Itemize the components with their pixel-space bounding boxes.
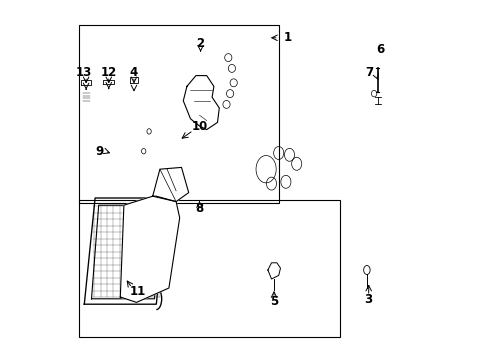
Polygon shape — [120, 196, 179, 302]
Text: 9: 9 — [96, 145, 103, 158]
Ellipse shape — [223, 100, 230, 108]
Ellipse shape — [228, 64, 235, 72]
Text: 2: 2 — [196, 37, 204, 50]
Text: 6: 6 — [376, 43, 384, 56]
Polygon shape — [183, 76, 219, 130]
Text: 13: 13 — [76, 66, 92, 78]
Text: 11: 11 — [129, 285, 145, 298]
Text: 3: 3 — [364, 293, 372, 306]
Ellipse shape — [226, 90, 233, 98]
Text: 10: 10 — [191, 120, 207, 133]
Text: 5: 5 — [269, 295, 278, 308]
Text: 8: 8 — [195, 202, 203, 215]
Text: 1: 1 — [283, 31, 291, 44]
Text: 4: 4 — [130, 66, 138, 78]
Polygon shape — [152, 167, 188, 202]
Text: 7: 7 — [365, 66, 373, 78]
Polygon shape — [267, 263, 280, 279]
Ellipse shape — [230, 79, 237, 87]
Bar — [79, 200, 339, 337]
Ellipse shape — [224, 54, 231, 62]
Bar — [79, 25, 278, 203]
Text: 12: 12 — [101, 66, 117, 78]
